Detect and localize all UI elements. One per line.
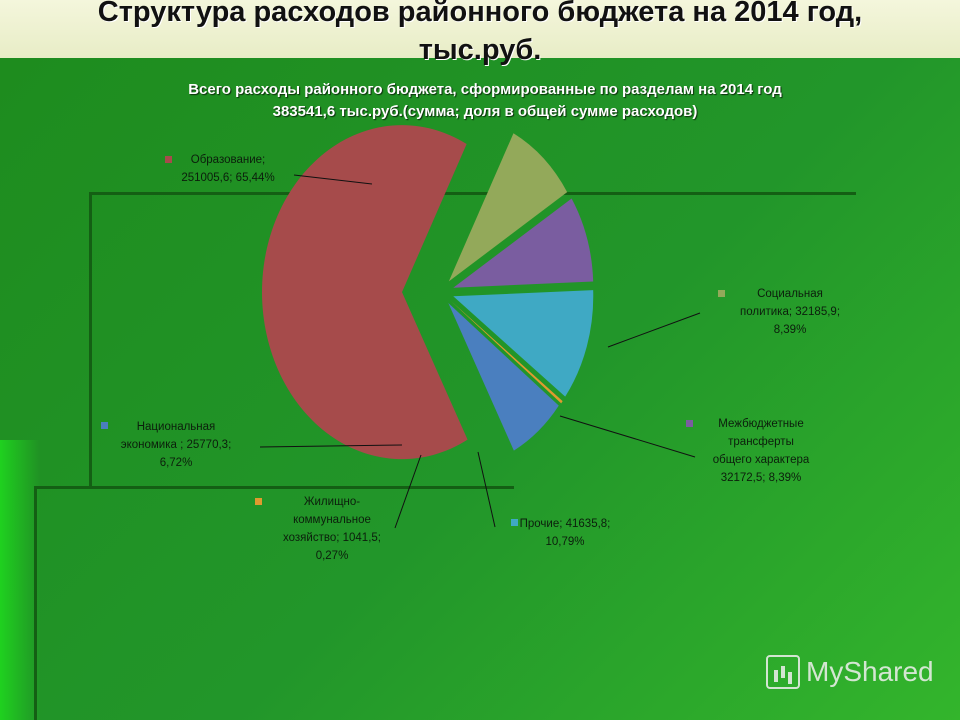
data-label-2-line-3: 8,39% xyxy=(774,324,807,336)
data-label-4: Прочие; 41635,8; 10,79% xyxy=(520,518,611,548)
data-label-3: Межбюджетные трансферты общего характера 32… xyxy=(713,418,810,484)
legend-marker-3 xyxy=(686,420,693,427)
data-label-3-line-2: трансферты xyxy=(728,436,794,448)
frame-line-bottom xyxy=(34,486,514,489)
legend-marker-2 xyxy=(718,290,725,297)
data-label-4-line-1: Прочие; 41635,8; xyxy=(520,518,611,530)
data-label-3-line-3: общего характера xyxy=(713,454,810,466)
leader-line-1 xyxy=(293,174,373,185)
frame-line-left xyxy=(89,192,92,488)
data-label-3-line-1: Межбюджетные xyxy=(718,418,803,430)
pie-slice-3 xyxy=(453,198,594,288)
leader-line-5 xyxy=(394,454,422,529)
slide-background xyxy=(0,58,960,720)
chart-subtitle-line2: 383541,6 тыс.руб.(сумма; доля в общей су… xyxy=(272,103,698,120)
data-label-5-line-3: хозяйство; 1041,5; xyxy=(283,532,381,544)
frame-line-top xyxy=(92,192,856,195)
leader-line-4 xyxy=(477,451,496,528)
title-band xyxy=(0,0,960,58)
chart-subtitle: Всего расходы районного бюджета, сформир… xyxy=(0,79,960,123)
leader-line-6 xyxy=(259,444,403,448)
data-label-5-line-2: коммунальное xyxy=(293,514,371,526)
legend-marker-4 xyxy=(511,519,518,526)
data-label-6-line-2: экономика ; 25770,3; xyxy=(121,439,232,451)
data-label-5: Жилищно-коммунальное хозяйство; 1041,5; 0,… xyxy=(283,496,381,562)
data-label-1-line-2: 251005,6; 65,44% xyxy=(181,172,274,184)
presentation-icon xyxy=(766,655,800,689)
chart-subtitle-line1: Всего расходы районного бюджета, сформир… xyxy=(188,81,782,98)
slide-title: Структура расходов районного бюджета на … xyxy=(0,0,960,70)
pie-slice-2 xyxy=(448,133,568,282)
data-label-1: Образование; 251005,6; 65,44% xyxy=(181,154,274,184)
legend-marker-6 xyxy=(101,422,108,429)
data-label-2-line-1: Социальная xyxy=(757,288,823,300)
data-label-3-line-4: 32172,5; 8,39% xyxy=(721,472,802,484)
data-label-6: Национальная экономика ; 25770,3; 6,72% xyxy=(121,421,232,469)
watermark-text: MyShared xyxy=(806,656,934,687)
leader-line-3 xyxy=(559,415,696,458)
data-label-1-line-1: Образование; xyxy=(191,154,265,166)
legend-marker-5 xyxy=(255,498,262,505)
slide-title-line1: Структура расходов районного бюджета на … xyxy=(97,0,863,28)
frame-line-left-lower xyxy=(34,486,37,720)
pie-slice-5 xyxy=(450,300,563,404)
pie-slice-4 xyxy=(453,290,594,397)
data-label-2: Социальная политика; 32185,9; 8,39% xyxy=(740,288,840,336)
data-label-6-line-3: 6,72% xyxy=(160,457,193,469)
pie-slice-1 xyxy=(262,125,468,460)
background-glow xyxy=(0,440,40,720)
legend-marker-1 xyxy=(165,156,172,163)
data-label-2-line-2: политика; 32185,9; xyxy=(740,306,840,318)
watermark: MyShared xyxy=(766,655,934,689)
leader-line-2 xyxy=(607,312,701,348)
data-label-4-line-2: 10,79% xyxy=(545,536,584,548)
slide-title-line2: тыс.руб. xyxy=(418,34,542,66)
data-label-5-line-1: Жилищно- xyxy=(304,496,360,508)
pie-slice-6 xyxy=(448,303,559,451)
data-label-6-line-1: Национальная xyxy=(137,421,216,433)
data-label-5-line-4: 0,27% xyxy=(316,550,349,562)
